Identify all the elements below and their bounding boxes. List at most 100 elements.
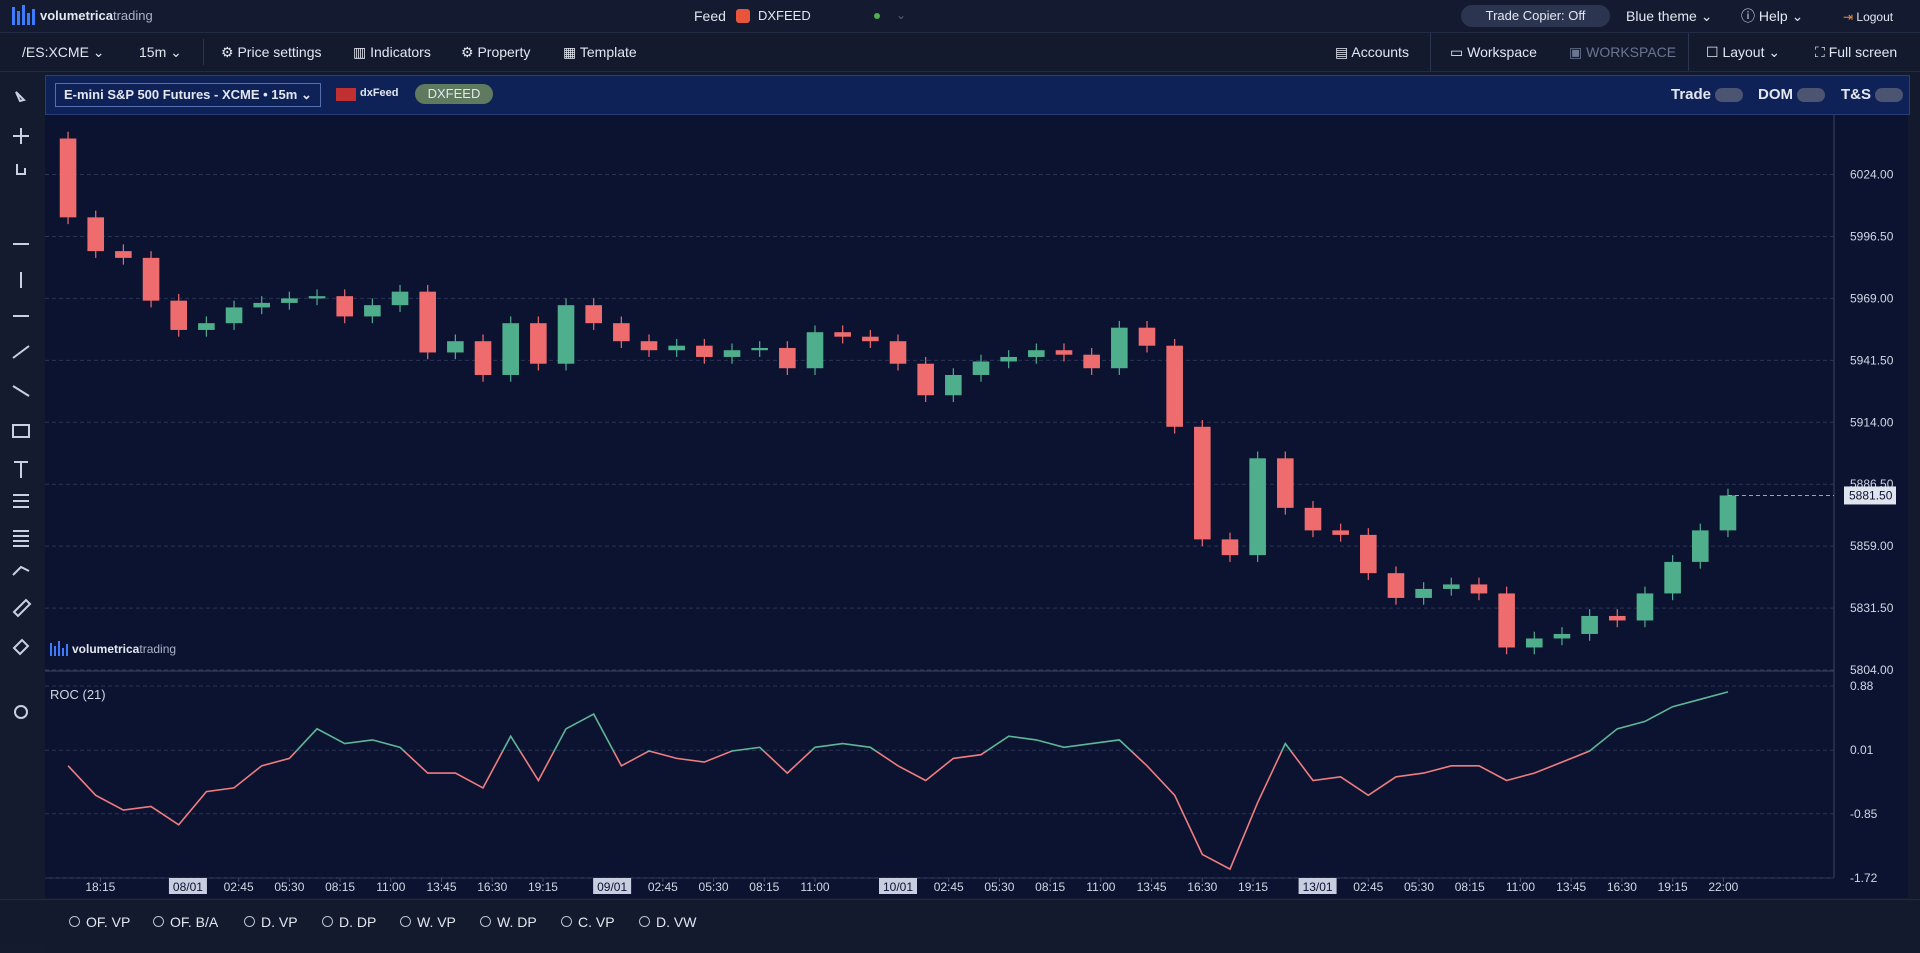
logo: volumetricatrading — [40, 7, 153, 25]
candle-body — [1443, 584, 1460, 589]
candle-body — [1277, 458, 1294, 508]
tool-ruler[interactable] — [12, 598, 32, 618]
candle-body — [696, 345, 713, 357]
ts-toggle[interactable]: T&S — [1841, 86, 1904, 104]
candle-body — [613, 323, 630, 342]
x-tick-label: 16:30 — [1607, 880, 1637, 894]
study-toggle[interactable]: W. VP — [400, 913, 456, 931]
study-toggle[interactable]: D. DP — [322, 913, 376, 931]
x-tick-label: 08:15 — [325, 880, 355, 894]
study-toggle[interactable]: D. VW — [639, 913, 696, 931]
candle-body — [1415, 588, 1432, 598]
tool-pointer[interactable] — [15, 91, 26, 103]
tool-cross[interactable] — [13, 128, 29, 144]
y-tick-label: 5831.50 — [1850, 601, 1894, 615]
y-tick-label: 5804.00 — [1850, 663, 1894, 677]
footer: OF. VP OF. B/A D. VP D. DP W. VP W. DP C. VP D.… — [0, 899, 1920, 944]
provider: dxFeed — [360, 87, 399, 99]
y-tick-label: 5941.50 — [1850, 353, 1894, 367]
feed-status[interactable]: DXFEED — [415, 84, 493, 104]
logout[interactable]: ⇥ Logout — [1843, 10, 1894, 24]
dom-toggle[interactable]: DOM — [1758, 86, 1826, 104]
candle-body — [1360, 534, 1377, 574]
tool-fib[interactable] — [13, 494, 29, 508]
watermark-suffix: trading — [139, 642, 176, 656]
candle-body — [779, 347, 796, 369]
x-tick-label: 19:15 — [528, 880, 558, 894]
candle-body — [391, 291, 409, 306]
tool-channel[interactable] — [12, 385, 30, 397]
theme-menu[interactable]: Blue theme ⌄ — [1626, 8, 1713, 24]
x-tick-label: 08/01 — [173, 880, 203, 894]
x-tick-label: 08:15 — [1455, 880, 1485, 894]
y-tick-label: 5996.50 — [1850, 229, 1894, 243]
tool-rect[interactable] — [12, 424, 30, 438]
separator — [1430, 33, 1431, 71]
candle-body — [198, 323, 215, 330]
toggle-label: Trade — [1671, 86, 1712, 103]
tool-levels[interactable] — [13, 530, 29, 547]
tool-text[interactable] — [14, 461, 28, 478]
timeframe-select[interactable]: 15m ⌄ — [139, 44, 182, 60]
x-tick-label: 13:45 — [1137, 880, 1167, 894]
symbol: /ES:XCME — [22, 44, 89, 60]
study-toggle[interactable]: OF. B/A — [153, 913, 218, 931]
x-tick-label: 08:15 — [749, 880, 779, 894]
x-tick-label: 19:15 — [1658, 880, 1688, 894]
toggle-label: T&S — [1841, 86, 1871, 103]
feed-name: DXFEED — [758, 8, 811, 23]
trade-toggle[interactable]: Trade — [1671, 86, 1744, 104]
radio — [639, 916, 650, 927]
indicator-title: ROC (21) — [50, 687, 106, 702]
tool-hand[interactable] — [16, 164, 26, 175]
x-tick-label: 19:15 — [1238, 880, 1268, 894]
study-toggle[interactable]: C. VP — [561, 913, 615, 931]
radio — [480, 916, 491, 927]
symbol-select[interactable]: /ES:XCME ⌄ — [22, 44, 105, 60]
workspace[interactable]: ▭ Workspace — [1450, 44, 1537, 60]
item-text: Price settings — [237, 44, 322, 60]
study-toggle[interactable]: OF. VP — [69, 913, 130, 931]
candle-body — [1221, 539, 1239, 556]
y-tick-label: -0.85 — [1850, 807, 1878, 821]
full-screen[interactable]: ⛶ Full screen — [1815, 44, 1898, 60]
tool-trend[interactable] — [12, 345, 30, 359]
top-bar: volumetricatrading Feed DXFEED ⌄ Trade C… — [0, 0, 1920, 33]
candle-body — [1636, 593, 1654, 621]
candle-body — [640, 341, 658, 351]
workspace-name[interactable]: ▣ WORKSPACE — [1569, 44, 1677, 60]
study-toggle[interactable]: D. VP — [244, 913, 298, 931]
logo-suffix: trading — [112, 8, 153, 23]
candle-body — [557, 305, 575, 364]
theme-text: Blue theme — [1626, 8, 1697, 24]
tool-eraser[interactable] — [12, 638, 30, 656]
property[interactable]: ⚙ Property — [461, 44, 531, 60]
candle-body — [308, 296, 326, 299]
tool-pitch[interactable] — [12, 565, 30, 576]
x-tick-label: 16:30 — [1187, 880, 1217, 894]
watermark-text: volumetricatrading — [72, 642, 176, 656]
separator — [203, 39, 204, 65]
price-settings[interactable]: ⚙ Price settings — [221, 44, 322, 60]
help-menu[interactable]: ⓘ Help ⌄ — [1741, 8, 1804, 24]
trade-copier[interactable]: Trade Copier: Off — [1461, 5, 1610, 27]
indicators[interactable]: ▥ Indicators — [353, 44, 431, 60]
y-tick-label: 5969.00 — [1850, 291, 1894, 305]
candle-body — [668, 345, 685, 351]
study-toggle[interactable]: W. DP — [480, 913, 537, 931]
tool-eye[interactable] — [14, 705, 28, 719]
candle-body — [253, 302, 271, 308]
candle-body — [530, 323, 547, 364]
study-label: W. VP — [417, 914, 456, 930]
layout[interactable]: ☐ Layout ⌄ — [1706, 44, 1781, 60]
accounts[interactable]: ▤ Accounts — [1335, 44, 1409, 60]
item-text: Property — [477, 44, 531, 60]
template[interactable]: ▦ Template — [563, 44, 637, 60]
y-tick-label: 0.88 — [1850, 679, 1874, 693]
candle-body — [1083, 354, 1100, 369]
radio — [322, 916, 333, 927]
instrument-select[interactable]: E-mini S&P 500 Futures - XCME • 15m ⌄ — [55, 83, 321, 107]
x-tick-label: 13/01 — [1303, 880, 1333, 894]
x-tick-label: 11:00 — [1086, 880, 1115, 894]
x-tick-label: 05:30 — [1404, 880, 1434, 894]
